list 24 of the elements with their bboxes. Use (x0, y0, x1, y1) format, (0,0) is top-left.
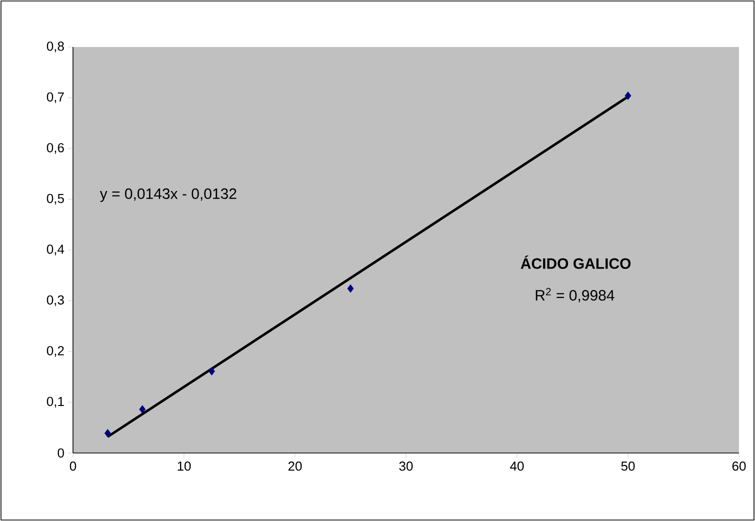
x-tick-label: 50 (621, 462, 635, 471)
y-tick-label: 0,8 (46, 42, 64, 52)
annotation: y = 0,0143x - 0,0132 (100, 188, 236, 202)
point (208, 367, 215, 376)
point (624, 92, 632, 100)
x-tick-label: 10 (178, 462, 191, 471)
y-tick-label: 0,6 (46, 143, 64, 154)
y-tick-label: 0,1 (46, 396, 64, 408)
x-tick-label: 60 (732, 462, 746, 471)
point (347, 284, 354, 293)
y-tick-label: 0 (58, 448, 64, 458)
y-tick-label: 0,5 (46, 194, 64, 205)
point (104, 428, 111, 438)
y-tick-label: 0,3 (46, 295, 64, 306)
point (139, 405, 146, 414)
annotation: R$^{2}$ = 0,9984 (536, 288, 614, 302)
y-tick-label: 0,2 (46, 346, 64, 357)
x-tick-label: 30 (399, 462, 413, 471)
x-tick-label: 20 (288, 462, 302, 471)
x-tick-label: 40 (510, 462, 524, 471)
y-tick-label: 0,7 (46, 92, 64, 104)
text: ÁCIDO GALICO (520, 255, 631, 269)
y-tick-label: 0,4 (46, 244, 64, 256)
x-tick-label: 0 (70, 462, 76, 471)
